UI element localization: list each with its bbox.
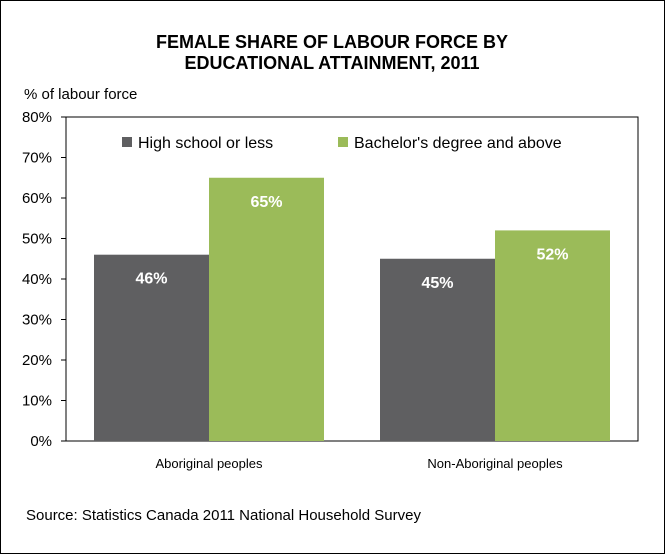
bar-data-label: 65% — [250, 194, 282, 211]
bar-data-label: 52% — [536, 246, 568, 263]
bar-high-school-aboriginal — [94, 254, 209, 441]
y-tick-label: 20% — [22, 352, 52, 369]
legend: High school or less Bachelor's degree and… — [122, 135, 562, 152]
chart-title-line-1: FEMALE SHARE OF LABOUR FORCE BY — [156, 32, 508, 52]
bar-data-label: 45% — [421, 275, 453, 292]
y-tick-label: 60% — [22, 190, 52, 207]
y-axis-label: % of labour force — [24, 86, 137, 103]
y-tick-label: 80% — [22, 109, 52, 126]
legend-swatch — [338, 137, 348, 147]
y-tick-label: 70% — [22, 150, 52, 167]
legend-label: High school or less — [138, 135, 273, 152]
x-category-label: Aboriginal peoples — [156, 456, 263, 471]
x-category-label: Non-Aboriginal peoples — [427, 456, 563, 471]
bars — [94, 177, 610, 441]
data-labels: 46% 65% 45% 52% — [135, 194, 568, 292]
x-axis-categories: Aboriginal peoples Non-Aboriginal peoples — [156, 456, 564, 471]
y-axis-ticks: 0% 10% 20% 30% 40% 50% 60% 70% 80% — [22, 109, 66, 450]
y-tick-label: 30% — [22, 312, 52, 329]
legend-swatch — [122, 137, 132, 147]
bar-high-school-non-aboriginal — [380, 258, 495, 441]
legend-label: Bachelor's degree and above — [354, 135, 562, 152]
bar-bachelors-aboriginal — [209, 177, 324, 441]
bar-bachelors-non-aboriginal — [495, 230, 610, 441]
chart-title-line-2: EDUCATIONAL ATTAINMENT, 2011 — [184, 53, 479, 73]
y-tick-label: 40% — [22, 271, 52, 288]
y-tick-label: 50% — [22, 231, 52, 248]
y-tick-label: 10% — [22, 393, 52, 410]
y-tick-label: 0% — [30, 433, 52, 450]
bar-data-label: 46% — [135, 271, 167, 288]
source-note: Source: Statistics Canada 2011 National … — [26, 507, 421, 524]
